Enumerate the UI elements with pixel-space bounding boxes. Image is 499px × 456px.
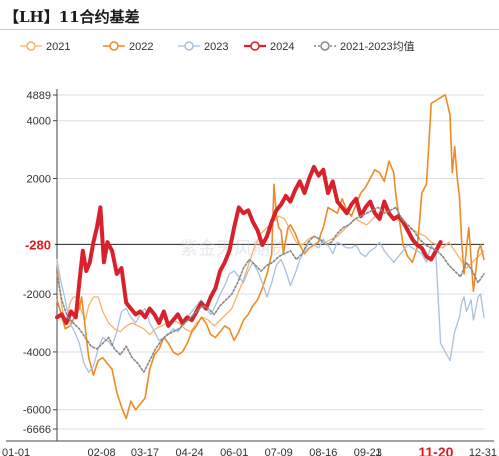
ytick-label-0: 4889	[27, 90, 51, 102]
xtick-label-1: 02-08	[88, 447, 116, 456]
ytick-label-5: -6000	[23, 405, 51, 417]
series-line-4	[56, 206, 485, 373]
title-divider	[0, 29, 499, 30]
ytick-label-3: -2000	[23, 289, 51, 301]
legend-label-4: 2021-2023均值	[340, 40, 415, 53]
series-line-3	[55, 164, 443, 328]
series-line-0	[56, 209, 485, 336]
axis-labels: 4889 4000 2000 -2000 -4000 -6000 -6666 -280 01-0…	[2, 90, 497, 456]
legend-marker-0	[26, 41, 36, 51]
xtick-label-10: 12-31	[469, 447, 497, 456]
chart-title: 【LH】11合约基差	[4, 8, 140, 26]
legend-label-3: 2024	[270, 41, 294, 53]
series-line-2	[56, 238, 485, 373]
xtick-label-3: 04-24	[175, 447, 203, 456]
xtick-label-0: 01-01	[2, 447, 30, 456]
reference-line-label: -280	[25, 237, 51, 252]
axes	[6, 89, 494, 442]
xtick-label-5: 07-09	[265, 447, 293, 456]
series-lines	[55, 93, 485, 420]
legend-marker-3	[250, 41, 260, 51]
legend-marker-4	[320, 41, 330, 51]
legend-label-0: 2021	[46, 41, 70, 53]
xtick-label-7: 09-23	[354, 447, 382, 456]
xtick-label-highlight: 11-20	[418, 444, 453, 456]
legend-label-2: 2023	[204, 41, 228, 53]
xtick-label-6: 08-16	[309, 447, 337, 456]
ytick-label-1: 4000	[27, 116, 51, 128]
xtick-label-4: 06-01	[220, 447, 248, 456]
legend-label-1: 2022	[129, 41, 153, 53]
legend-marker-1	[109, 41, 119, 51]
ytick-label-6: -6666	[23, 424, 51, 436]
legend: 2021 2022 2023 2024 2021-2023均值	[20, 40, 415, 53]
legend-marker-2	[184, 41, 194, 51]
xtick-label-2: 03-17	[131, 447, 159, 456]
ytick-label-2: 2000	[27, 174, 51, 186]
ytick-label-4: -4000	[23, 347, 51, 359]
series-line-1	[56, 93, 485, 420]
xtick-label-8: 1	[375, 447, 381, 456]
